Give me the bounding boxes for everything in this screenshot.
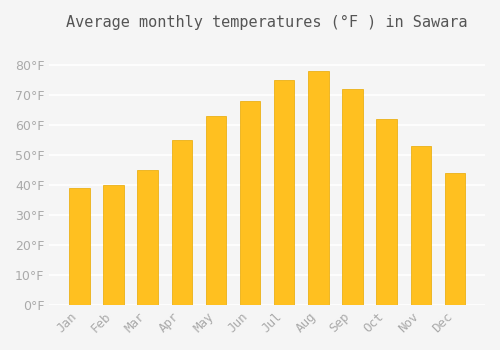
Title: Average monthly temperatures (°F ) in Sawara: Average monthly temperatures (°F ) in Sa… bbox=[66, 15, 468, 30]
Bar bbox=[376, 119, 397, 305]
Bar bbox=[444, 173, 465, 305]
Bar bbox=[104, 185, 124, 305]
Bar bbox=[69, 188, 89, 305]
Bar bbox=[138, 170, 158, 305]
Bar bbox=[274, 80, 294, 305]
Bar bbox=[342, 89, 363, 305]
Bar bbox=[206, 116, 226, 305]
Bar bbox=[410, 146, 431, 305]
Bar bbox=[240, 101, 260, 305]
Bar bbox=[172, 140, 192, 305]
Bar bbox=[308, 71, 328, 305]
